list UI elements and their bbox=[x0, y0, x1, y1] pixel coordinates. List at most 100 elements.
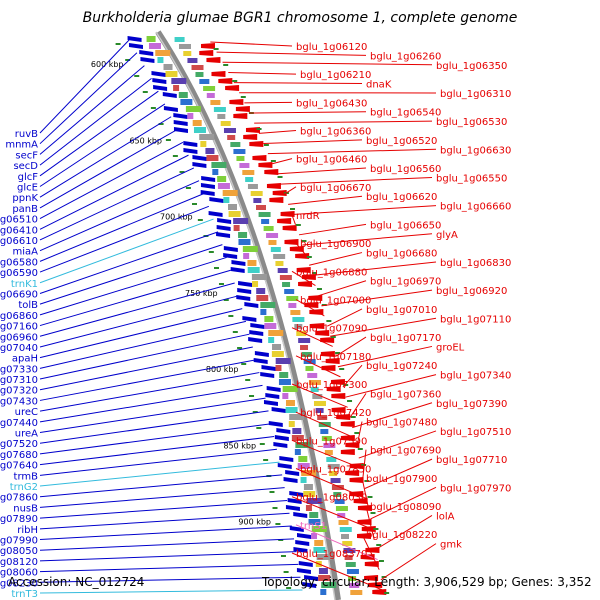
gene-label[interactable]: bglu_1g06880 bbox=[296, 267, 367, 278]
gene-label[interactable]: bglu_1g07360 bbox=[370, 389, 441, 400]
gene-label[interactable]: bglu_1g06430 bbox=[296, 98, 367, 109]
gene-label[interactable]: bglu_1g07420 bbox=[300, 408, 371, 419]
gene-label[interactable]: glcE bbox=[17, 182, 38, 193]
gene-label[interactable]: bglu_1g07300 bbox=[296, 380, 367, 391]
gene-label[interactable]: bglu_1g08120 bbox=[0, 557, 38, 568]
gene-label[interactable]: bglu_1g07590 bbox=[296, 436, 367, 447]
gene-label[interactable]: bglu_1g06210 bbox=[300, 70, 371, 81]
gene-label[interactable]: bglu_1g07860 bbox=[0, 493, 38, 504]
gene-label[interactable]: bglu_1g06260 bbox=[370, 51, 441, 62]
gene-label[interactable]: miaA bbox=[13, 247, 39, 258]
gene-label[interactable]: bglu_1g08090 bbox=[370, 502, 441, 513]
gene-label[interactable]: bglu_1g06560 bbox=[370, 164, 441, 175]
gene-label[interactable]: bglu_1g07040 bbox=[0, 343, 38, 354]
gene-label[interactable]: trnG2 bbox=[10, 482, 38, 493]
gene-label[interactable]: bglu_1g07330 bbox=[0, 364, 38, 375]
gene-label[interactable]: secF bbox=[15, 150, 38, 161]
gene-label[interactable]: bglu_1g06650 bbox=[370, 220, 441, 231]
gene-label[interactable]: bglu_1g06310 bbox=[440, 89, 511, 100]
gene-label[interactable]: glyA bbox=[436, 230, 458, 241]
gene-label[interactable]: bglu_1g07850 bbox=[300, 465, 371, 476]
gene-label[interactable]: bglu_1g06680 bbox=[366, 249, 437, 260]
gene-label[interactable]: bglu_1g06830 bbox=[440, 258, 511, 269]
gene-label[interactable]: tolB bbox=[18, 300, 38, 311]
gene-label[interactable]: ureC bbox=[15, 407, 38, 418]
gene-label[interactable]: ureA bbox=[15, 429, 38, 440]
gene-label[interactable]: bglu_1g06900 bbox=[300, 239, 371, 250]
gene-label[interactable]: groEL bbox=[436, 342, 465, 353]
gene-label[interactable]: bglu_1g07010 bbox=[366, 305, 437, 316]
gene-label[interactable]: bglu_1g06920 bbox=[436, 286, 507, 297]
gene-label[interactable]: bglu_1g07680 bbox=[0, 450, 38, 461]
gene-label[interactable]: glcF bbox=[18, 172, 39, 183]
gene-label[interactable]: bglu_1g06460 bbox=[296, 155, 367, 166]
gene-label[interactable]: bglu_1g06630 bbox=[440, 145, 511, 156]
gene-label[interactable]: bglu_1g06860 bbox=[0, 311, 38, 322]
gene-label[interactable]: lolA bbox=[436, 511, 455, 522]
gene-label[interactable]: bglu_1g06660 bbox=[440, 202, 511, 213]
gene-label[interactable]: bglu_1g07160 bbox=[0, 322, 38, 333]
gene-label[interactable]: bglu_1g06120 bbox=[296, 42, 367, 53]
gene-label[interactable]: bglu_1g06550 bbox=[436, 173, 507, 184]
gene-label[interactable]: panB bbox=[12, 204, 38, 215]
gene-label[interactable]: bglu_1g07890 bbox=[0, 514, 38, 525]
gene-label[interactable]: mnmA bbox=[5, 140, 38, 151]
gene-label[interactable]: bglu_1g06360 bbox=[300, 127, 371, 138]
gene-label[interactable]: bglu_1g07310 bbox=[0, 375, 38, 386]
gene-label[interactable]: apaH bbox=[12, 354, 38, 365]
gene-label[interactable]: bglu_1g07110 bbox=[440, 314, 511, 325]
gene-label[interactable]: bglu_1g07340 bbox=[440, 371, 511, 382]
gene-label[interactable]: bglu_1g06410 bbox=[0, 225, 38, 236]
gene-label[interactable]: bglu_1g07090 bbox=[296, 324, 367, 335]
gene-label[interactable]: bglu_1g07520 bbox=[0, 439, 38, 450]
gene-label[interactable]: bglu_1g06960 bbox=[0, 332, 38, 343]
gene-label[interactable]: bglu_1g08220 bbox=[366, 530, 437, 541]
gene-label[interactable]: bglu_1g07970 bbox=[440, 483, 511, 494]
gene-label[interactable]: bglu_1g08230 bbox=[0, 578, 38, 589]
gene-label[interactable]: bglu_1g07170 bbox=[370, 333, 441, 344]
gene-label[interactable]: ruvB bbox=[15, 129, 38, 140]
gene-label[interactable]: bglu_1g06590 bbox=[0, 268, 38, 279]
gene-label[interactable]: bglu_1g06670 bbox=[300, 183, 371, 194]
gene-label[interactable]: bglu_1g06520 bbox=[366, 136, 437, 147]
gene-label[interactable]: bglu_1g07430 bbox=[0, 396, 38, 407]
gene-label[interactable]: bglu_1g07000 bbox=[300, 296, 371, 307]
gene-label[interactable]: dnaK bbox=[366, 80, 392, 91]
gene-label[interactable]: bglu_1g07510 bbox=[440, 427, 511, 438]
gene-label[interactable]: bglu_1g07480 bbox=[366, 418, 437, 429]
gene-label[interactable]: bglu_1g07640 bbox=[0, 461, 38, 472]
gene-label[interactable]: trnT3 bbox=[11, 589, 38, 600]
gene-label[interactable]: trnK1 bbox=[11, 279, 38, 290]
gene-label[interactable]: bglu_1g06510 bbox=[0, 215, 38, 226]
gene-label[interactable]: bglu_1g06620 bbox=[366, 192, 437, 203]
gene-label[interactable]: bglu_1g08050 bbox=[0, 546, 38, 557]
gene-label[interactable]: bglu_1g07440 bbox=[0, 418, 38, 429]
gene-label[interactable]: bglu_1g06580 bbox=[0, 257, 38, 268]
gene-label[interactable]: bglu_1g07690 bbox=[370, 446, 441, 457]
gene-label[interactable]: bglu_1g06350 bbox=[436, 61, 507, 72]
gene-label[interactable]: nusB bbox=[13, 503, 38, 514]
gene-label[interactable]: bglu_1g07320 bbox=[0, 386, 38, 397]
gene-label[interactable]: ribH bbox=[17, 525, 38, 536]
gene-label[interactable]: bglu_1g06530 bbox=[436, 117, 507, 128]
cog-category-block bbox=[277, 268, 288, 273]
gene-label[interactable]: bglu_1g06610 bbox=[0, 236, 38, 247]
gene-label[interactable]: bglu_1g07390 bbox=[436, 399, 507, 410]
gene-label[interactable]: nrdR bbox=[296, 211, 320, 222]
gene-label[interactable]: ppnK bbox=[12, 193, 38, 204]
gene-label[interactable]: gmk bbox=[440, 540, 462, 551]
gene-label[interactable]: bglu_1g06970 bbox=[370, 277, 441, 288]
gene-label[interactable]: bglu_1g07710 bbox=[436, 455, 507, 466]
gene-label[interactable]: bglu_1g07240 bbox=[366, 361, 437, 372]
gene-label[interactable]: secD bbox=[13, 161, 38, 172]
gene-label[interactable]: bglu_1g08060 bbox=[0, 568, 38, 579]
gene-label[interactable]: bglu_1g08370 bbox=[296, 549, 367, 560]
gene-label[interactable]: trnS1 bbox=[300, 521, 327, 532]
gene-label[interactable]: bglu_1g08030 bbox=[296, 493, 367, 504]
gene-label[interactable]: bglu_1g07180 bbox=[300, 352, 371, 363]
gene-label[interactable]: trmB bbox=[14, 471, 39, 482]
gene-label[interactable]: bglu_1g07900 bbox=[366, 474, 437, 485]
gene-label[interactable]: bglu_1g06540 bbox=[370, 108, 441, 119]
gene-label[interactable]: bglu_1g07990 bbox=[0, 536, 38, 547]
